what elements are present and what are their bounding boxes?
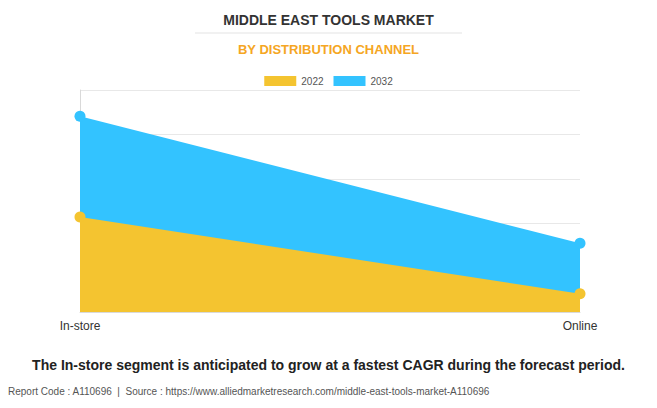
svg-text:The In-store segment is antici: The In-store segment is anticipated to g… (32, 357, 625, 373)
svg-text:In-store: In-store (60, 319, 101, 333)
svg-text:Online: Online (563, 319, 598, 333)
svg-text:MIDDLE EAST TOOLS MARKET: MIDDLE EAST TOOLS MARKET (223, 12, 434, 28)
svg-text:2032: 2032 (371, 76, 394, 87)
svg-text:2022: 2022 (301, 76, 324, 87)
svg-text:BY DISTRIBUTION CHANNEL: BY DISTRIBUTION CHANNEL (238, 42, 419, 57)
svg-text:Report Code : A110696 | Sour: Report Code : A110696 | Source : https:/… (8, 386, 490, 397)
